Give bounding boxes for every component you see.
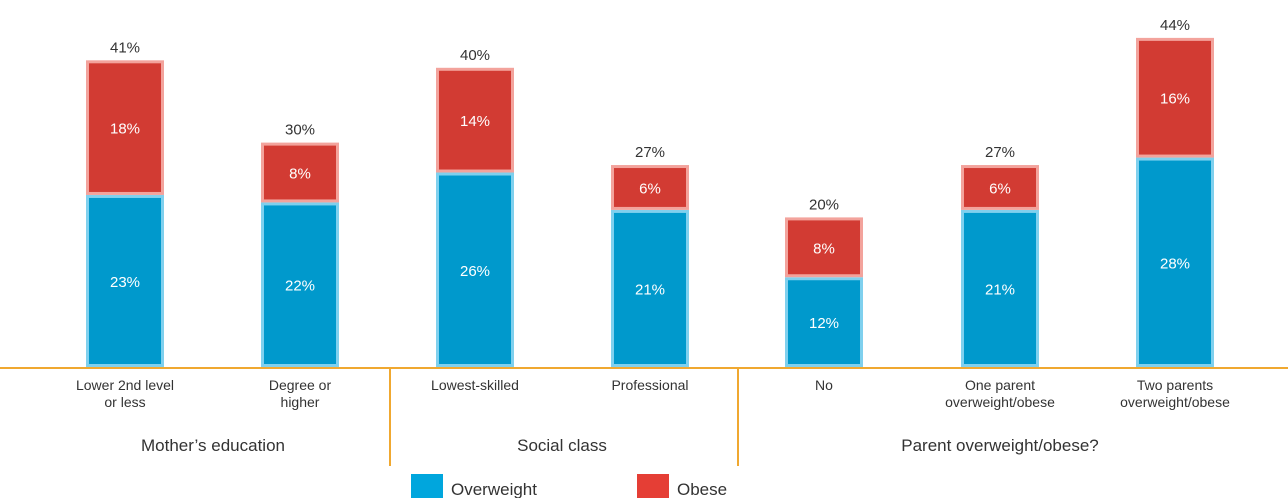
category-label-0: Lower 2nd level or less <box>76 377 174 410</box>
bar-overweight-3 <box>611 209 689 367</box>
bar-obese-0 <box>86 60 164 195</box>
bar-overweight-1 <box>261 202 339 367</box>
bar-overweight-5 <box>961 209 1039 367</box>
data-label-obese-1: 8% <box>289 166 311 183</box>
legend-swatch-overweight <box>411 474 443 498</box>
data-label-overweight-1: 22% <box>285 278 315 295</box>
bar-obese-6 <box>1136 37 1214 158</box>
category-label-2: Lowest-skilled <box>431 377 519 393</box>
category-label-4: No <box>815 377 833 393</box>
legend: Overweight Obese <box>411 474 727 498</box>
legend-label-overweight: Overweight <box>451 480 537 498</box>
legend-label-obese: Obese <box>677 480 727 498</box>
group-label-1: Social class <box>517 436 607 455</box>
data-label-obese-0: 18% <box>110 121 140 138</box>
data-label-obese-4: 8% <box>813 240 835 257</box>
bar-overweight-4 <box>785 277 863 367</box>
total-label-6: 44% <box>1160 17 1190 34</box>
bar-obese-3 <box>611 165 689 210</box>
total-label-2: 40% <box>460 47 490 64</box>
category-label-6: Two parents overweight/obese <box>1120 377 1230 410</box>
data-label-obese-2: 14% <box>460 113 490 130</box>
bar-overweight-6 <box>1136 157 1214 367</box>
category-label-1: Degree or higher <box>269 377 332 410</box>
total-label-1: 30% <box>285 122 315 139</box>
total-label-3: 27% <box>635 144 665 161</box>
bar-obese-5 <box>961 165 1039 210</box>
labels-layer: 23% 18% 41% 22% 8% 30% 26% 14% 40% 21% 6% 27% 12% 8% 2… <box>110 17 1190 332</box>
group-label-2: Parent overweight/obese? <box>901 436 1099 455</box>
total-label-4: 20% <box>809 196 839 213</box>
bar-overweight-0 <box>86 194 164 367</box>
total-label-5: 27% <box>985 144 1015 161</box>
category-label-3: Professional <box>611 377 688 393</box>
bar-overweight-2 <box>436 172 514 367</box>
bars-layer <box>86 37 1214 367</box>
data-label-obese-3: 6% <box>639 180 661 197</box>
category-label-5: One parent overweight/obese <box>945 377 1055 410</box>
total-label-0: 41% <box>110 39 140 56</box>
data-label-obese-5: 6% <box>989 180 1011 197</box>
data-label-overweight-5: 21% <box>985 281 1015 298</box>
legend-swatch-obese <box>637 474 669 498</box>
bar-obese-4 <box>785 217 863 278</box>
data-label-overweight-0: 23% <box>110 274 140 291</box>
data-label-overweight-4: 12% <box>809 315 839 332</box>
group-label-0: Mother’s education <box>141 436 285 455</box>
data-label-obese-6: 16% <box>1160 91 1190 108</box>
data-label-overweight-6: 28% <box>1160 255 1190 272</box>
data-label-overweight-3: 21% <box>635 281 665 298</box>
bar-obese-2 <box>436 67 514 173</box>
bar-obese-1 <box>261 142 339 203</box>
axis-layer: Lower 2nd level or less Degree or higher Low… <box>0 367 1288 466</box>
data-label-overweight-2: 26% <box>460 263 490 280</box>
